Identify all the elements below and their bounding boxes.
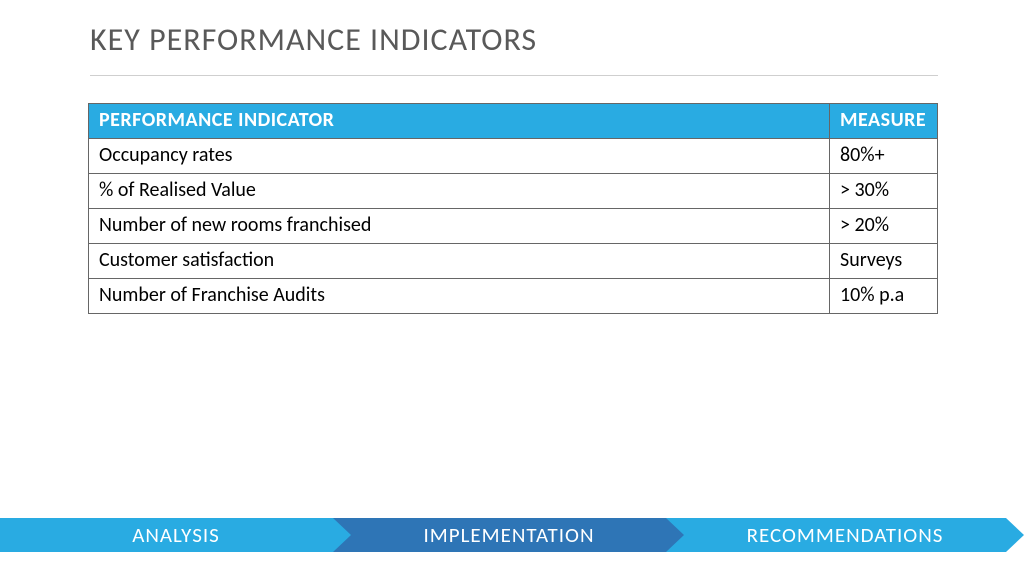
kpi-name: Customer satisfaction: [89, 244, 830, 279]
table-header-indicator: PERFORMANCE INDICATOR: [89, 104, 830, 139]
title-divider: [90, 75, 938, 76]
kpi-measure: > 20%: [830, 209, 938, 244]
table-row: % of Realised Value > 30%: [89, 174, 938, 209]
nav-step-label: IMPLEMENTATION: [333, 518, 685, 552]
kpi-measure: 80%+: [830, 139, 938, 174]
table-header-measure: MEASURE: [830, 104, 938, 139]
nav-step-recommendations[interactable]: RECOMMENDATIONS: [666, 518, 1024, 552]
kpi-measure: Surveys: [830, 244, 938, 279]
kpi-name: Number of Franchise Audits: [89, 279, 830, 314]
kpi-table: PERFORMANCE INDICATOR MEASURE Occupancy …: [88, 103, 938, 314]
table-row: Number of Franchise Audits 10% p.a: [89, 279, 938, 314]
kpi-measure: > 30%: [830, 174, 938, 209]
kpi-name: % of Realised Value: [89, 174, 830, 209]
nav-step-implementation[interactable]: IMPLEMENTATION: [333, 518, 685, 552]
nav-step-analysis[interactable]: ANALYSIS: [0, 518, 352, 552]
kpi-name: Number of new rooms franchised: [89, 209, 830, 244]
kpi-measure: 10% p.a: [830, 279, 938, 314]
kpi-name: Occupancy rates: [89, 139, 830, 174]
table-row: Occupancy rates 80%+: [89, 139, 938, 174]
nav-step-label: ANALYSIS: [0, 518, 352, 552]
nav-step-label: RECOMMENDATIONS: [666, 518, 1024, 552]
bottom-chevron-nav: ANALYSIS IMPLEMENTATION RECOMMENDATIONS: [0, 518, 1024, 552]
table-row: Number of new rooms franchised > 20%: [89, 209, 938, 244]
page-title: KEY PERFORMANCE INDICATORS: [90, 20, 537, 59]
table-row: Customer satisfaction Surveys: [89, 244, 938, 279]
